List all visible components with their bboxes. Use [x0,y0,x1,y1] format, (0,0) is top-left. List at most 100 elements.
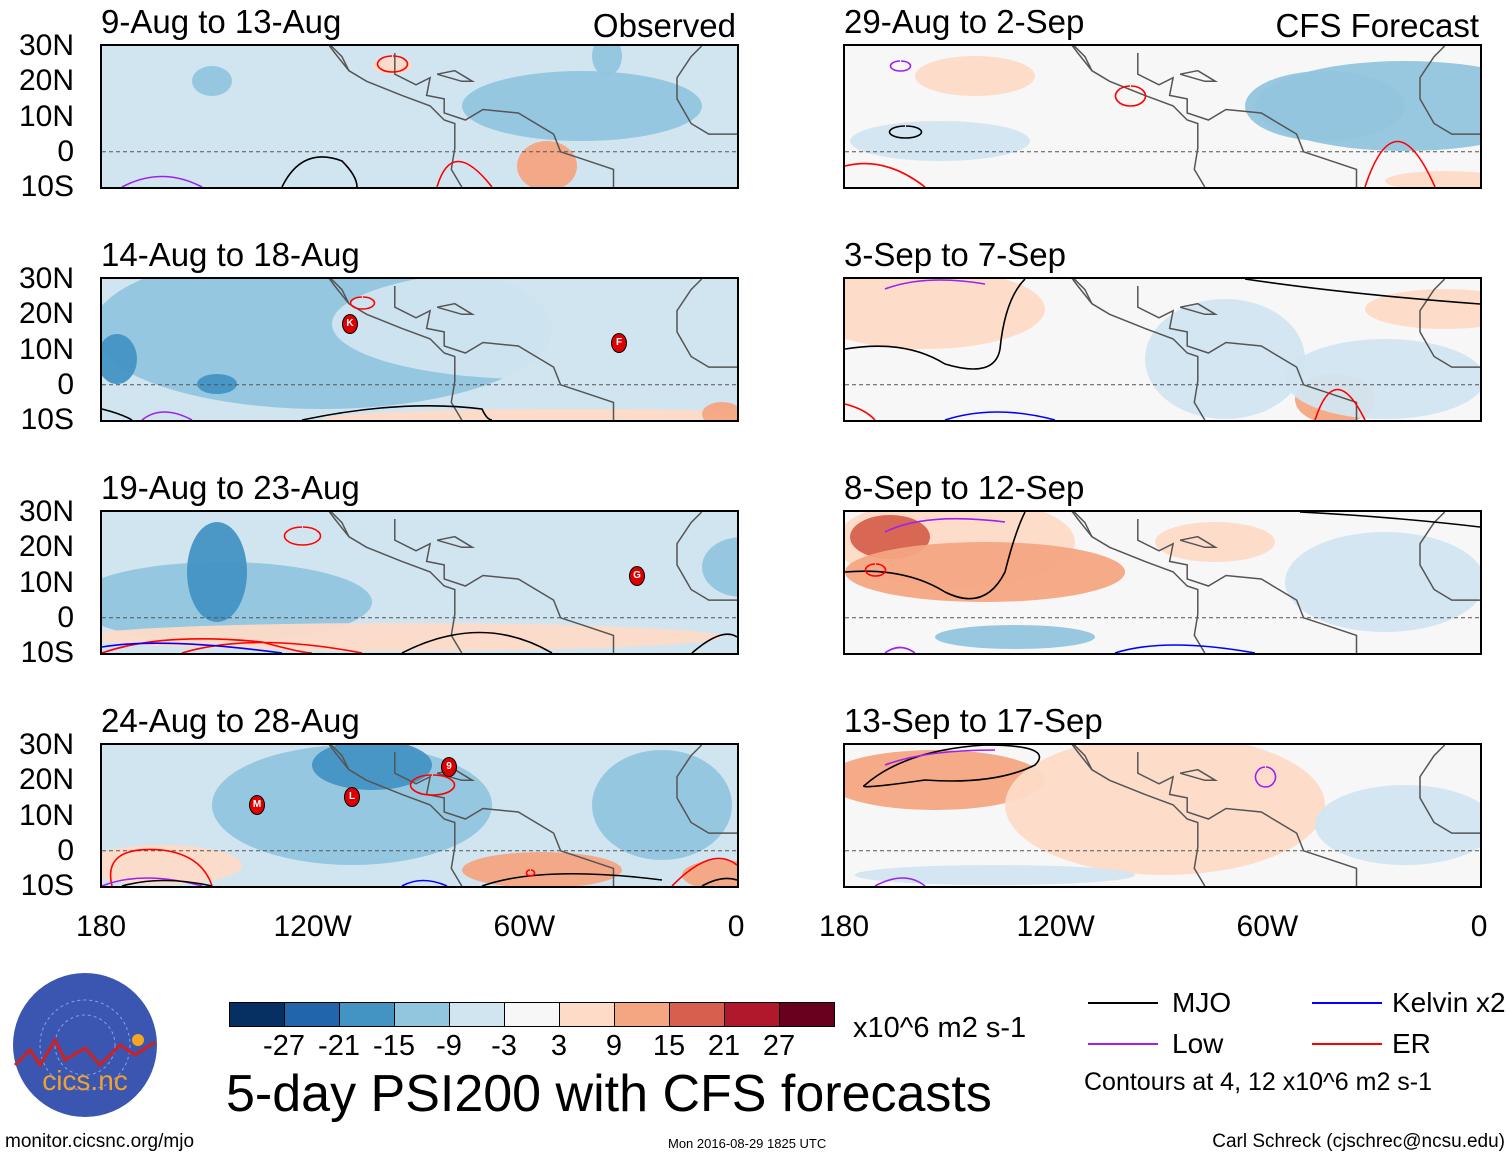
map-panel [843,510,1482,655]
anomaly-region [702,402,737,420]
latitude-label: 10S [20,403,74,436]
coastline [1073,279,1206,420]
map-panel [100,743,739,888]
colorbar-swatch [615,1003,670,1026]
storm-marker: G [629,566,645,586]
legend-low-line [1088,1043,1158,1045]
anomaly-region [850,121,1030,161]
footer-url[interactable]: monitor.cicsnc.org/mjo [5,1131,195,1152]
coastline [1419,279,1480,368]
coastline [676,46,737,135]
wave-contour [864,563,887,577]
colorbar-tick: -3 [491,1030,517,1062]
coastline [1073,745,1206,886]
coastline [676,745,737,834]
footer-timestamp: Mon 2016-08-29 1825 UTC [668,1136,827,1151]
anomaly-region [915,56,1035,96]
latitude-label: 0 [57,833,74,867]
map-panel [100,510,739,655]
latitude-label: 20N [18,763,74,797]
colorbar-tick: -9 [436,1030,462,1062]
anomaly-region [332,279,732,379]
wave-contour [409,774,456,796]
contours-note: Contours at 4, 12 x10^6 m2 s-1 [1084,1068,1433,1096]
wave-contour [1114,85,1147,107]
wave-contour [944,411,1056,420]
wave-contour [102,877,203,886]
coastline [330,745,463,886]
anomaly-region [855,865,1135,885]
anomaly-region [1365,289,1480,329]
wave-contour [845,162,926,187]
legend-er-line [1312,1043,1382,1045]
wave-contour [884,517,1006,533]
longitude-label: 0 [1470,910,1488,943]
coastline [1179,302,1219,316]
storm-marker: 9 [441,757,457,777]
anomaly-region [1315,785,1480,865]
colorbar-swatch [285,1003,340,1026]
wave-contour [889,60,912,72]
wave-contour [121,175,203,187]
map-panel [843,44,1482,189]
panel-title: 24-Aug to 28-Aug [101,702,360,739]
wave-contour [884,646,916,653]
anomaly-region [102,623,722,651]
longitude-label: 60W [1236,910,1299,943]
panel-title: 29-Aug to 2-Sep [844,3,1085,40]
latitude-label: 0 [57,134,74,168]
panel-title: 14-Aug to 18-Aug [101,236,360,273]
latitude-label: 0 [57,367,74,401]
coastline [1073,512,1206,653]
colorbar-tick: 27 [762,1030,796,1062]
legend-kelvin-label: Kelvin x2 [1392,987,1506,1018]
storm-marker: M [249,795,265,815]
anomaly-region [332,522,732,602]
coastline [436,302,476,316]
coastline [1071,46,1093,72]
anomaly-region [592,46,622,76]
anomaly-region [845,542,1125,602]
latitude-label: 10S [20,170,74,203]
legend-mjo-label: MJO [1172,987,1232,1018]
coastline [1137,519,1358,653]
anomaly-region [197,374,237,394]
coastline [676,279,737,368]
anomaly-region [592,750,732,860]
colorbar-tick: 3 [550,1030,568,1062]
wave-contour [301,405,493,420]
coastline [328,279,350,305]
latitude-label: 0 [57,600,74,634]
wave-contour [1244,279,1480,305]
anomaly-region [1285,339,1480,419]
colorbar-swatch [560,1003,615,1026]
coastline [436,69,476,83]
panel-title: 13-Sep to 17-Sep [844,702,1103,739]
storm-marker: L [344,787,360,807]
colorbar-swatch [780,1003,834,1026]
wave-contour [109,848,213,886]
wave-contour [525,869,536,877]
latitude-label: 10N [18,798,74,832]
wave-contour [102,642,283,653]
map-panel [100,277,739,422]
colorbar-tick: -21 [318,1030,360,1062]
latitude-label: 10N [18,565,74,599]
panel-title: 3-Sep to 7-Sep [844,236,1066,273]
wave-contour [436,160,493,187]
colorbar-tick: -15 [373,1030,415,1062]
colorbar-swatch [505,1003,560,1026]
coastline [328,745,350,771]
anomaly-region [1285,532,1480,632]
anomaly-region [322,409,737,420]
wave-contour [845,403,876,420]
anomaly-region [1155,522,1275,562]
wave-contour [281,156,358,187]
wave-contour [141,411,193,420]
colorbar-swatch [340,1003,395,1026]
legend-kelvin-line [1312,1002,1382,1004]
latitude-label: 20N [18,530,74,564]
coastline [394,519,615,653]
wave-contour [1364,140,1436,187]
anomaly-region [462,71,702,141]
